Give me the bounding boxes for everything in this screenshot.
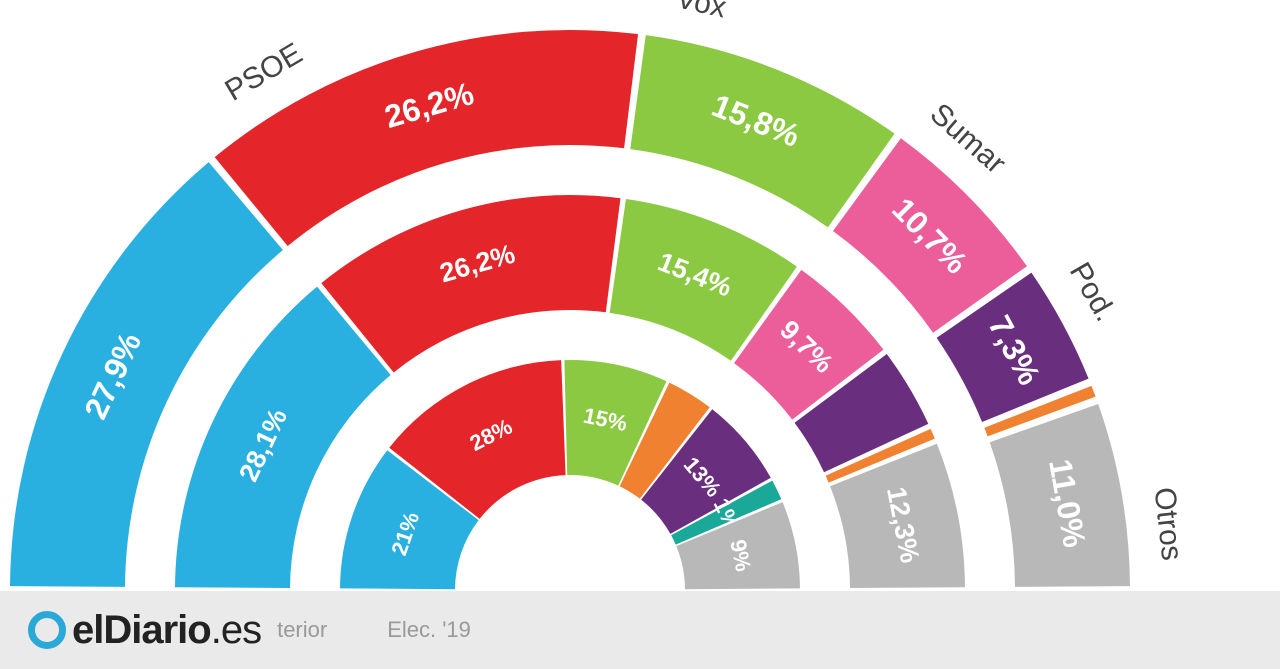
ring-label-elec19: Elec. '19 bbox=[387, 617, 471, 643]
logo-tld: .es bbox=[211, 608, 261, 652]
svg-text:PSOE: PSOE bbox=[219, 37, 308, 108]
election-arc-chart: 27,9%26,2%15,8%10,7%7,3%11,0%28,1%26,2%1… bbox=[0, 0, 1280, 669]
logo-circle-icon bbox=[28, 611, 66, 649]
footer-bar: elDiario.es terior Elec. '19 bbox=[0, 591, 1280, 669]
svg-text:Vox: Vox bbox=[673, 0, 729, 24]
ring-label-anterior: terior bbox=[277, 617, 327, 643]
eldiario-logo: elDiario.es bbox=[28, 608, 261, 653]
logo-text: elDiario.es bbox=[72, 608, 261, 653]
svg-text:Pod.: Pod. bbox=[1063, 257, 1122, 327]
logo-brand: elDiario bbox=[72, 608, 211, 652]
svg-text:Otros: Otros bbox=[1148, 486, 1189, 563]
